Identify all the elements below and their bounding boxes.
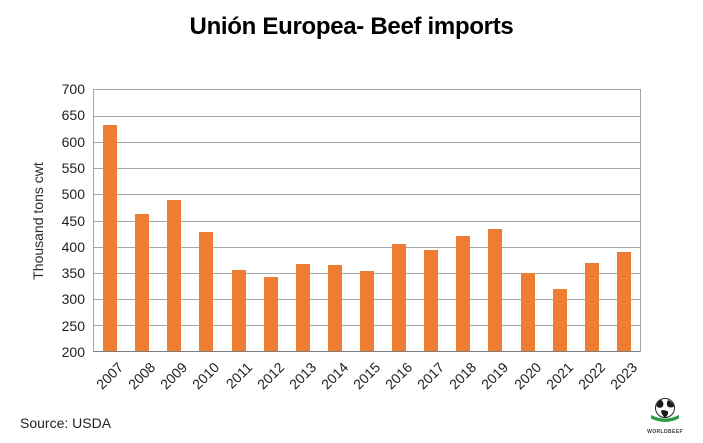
bar-2016 bbox=[392, 244, 407, 351]
gridline bbox=[94, 194, 640, 196]
x-tick-label-2023: 2023 bbox=[606, 359, 641, 393]
x-tick-label-2015: 2015 bbox=[349, 359, 384, 393]
x-tick-label-2022: 2022 bbox=[574, 359, 609, 393]
bar-2020 bbox=[520, 272, 535, 351]
y-tick-label: 200 bbox=[61, 344, 85, 360]
bar-2008 bbox=[135, 214, 150, 351]
y-tick-label: 350 bbox=[61, 265, 85, 282]
bar-2021 bbox=[552, 288, 567, 351]
bar-2012 bbox=[263, 277, 278, 351]
y-tick-label: 250 bbox=[61, 317, 85, 334]
y-tick-label: 500 bbox=[61, 186, 85, 203]
x-tick-label-2012: 2012 bbox=[253, 359, 287, 393]
bar-2015 bbox=[360, 270, 374, 351]
bar-2023 bbox=[616, 251, 631, 351]
worldbeef-logo: WORLDBEEF bbox=[641, 397, 689, 437]
y-tick-label: 700 bbox=[61, 81, 85, 97]
x-tick-label-2007: 2007 bbox=[93, 359, 127, 393]
logo-text: WORLDBEEF bbox=[647, 429, 683, 435]
x-tick-label-2021: 2021 bbox=[542, 359, 577, 393]
bar-2009 bbox=[167, 199, 182, 351]
globe-icon bbox=[651, 398, 679, 422]
gridline bbox=[94, 168, 640, 170]
chart-title: Unión Europea- Beef imports bbox=[189, 13, 514, 40]
y-tick-label: 450 bbox=[61, 212, 85, 229]
source-note: Source: USDA bbox=[20, 415, 112, 431]
bar-2019 bbox=[488, 229, 503, 351]
x-tick-label-2011: 2011 bbox=[222, 359, 255, 392]
x-tick-label-2017: 2017 bbox=[414, 359, 448, 393]
x-tick-label-2009: 2009 bbox=[157, 359, 191, 393]
y-tick-label: 600 bbox=[61, 133, 85, 150]
bar-2010 bbox=[199, 231, 214, 351]
gridline bbox=[94, 220, 640, 222]
x-tick-label-2014: 2014 bbox=[317, 359, 352, 393]
bar-2014 bbox=[327, 265, 342, 351]
y-tick-label: 400 bbox=[61, 238, 85, 255]
bar-2007 bbox=[103, 124, 118, 351]
y-tick-label: 550 bbox=[61, 159, 85, 176]
x-tick-label-2010: 2010 bbox=[189, 359, 223, 393]
bar-2018 bbox=[456, 235, 471, 351]
x-tick-label-2020: 2020 bbox=[510, 359, 544, 393]
y-tick-label: 650 bbox=[61, 107, 85, 124]
x-tick-label-2016: 2016 bbox=[382, 359, 416, 393]
x-tick-label-2018: 2018 bbox=[446, 359, 480, 393]
y-tick-label: 300 bbox=[61, 291, 85, 308]
x-tick-label-2019: 2019 bbox=[478, 359, 512, 393]
gridline bbox=[94, 246, 640, 248]
bar-2017 bbox=[424, 250, 439, 351]
plot-area bbox=[93, 89, 641, 352]
gridline bbox=[94, 142, 640, 144]
bar-2013 bbox=[295, 263, 310, 351]
gridline bbox=[94, 116, 640, 118]
bar-2011 bbox=[231, 269, 246, 351]
x-tick-label-2008: 2008 bbox=[125, 359, 159, 393]
x-tick-label-2013: 2013 bbox=[285, 359, 320, 393]
bar-2022 bbox=[584, 263, 599, 351]
